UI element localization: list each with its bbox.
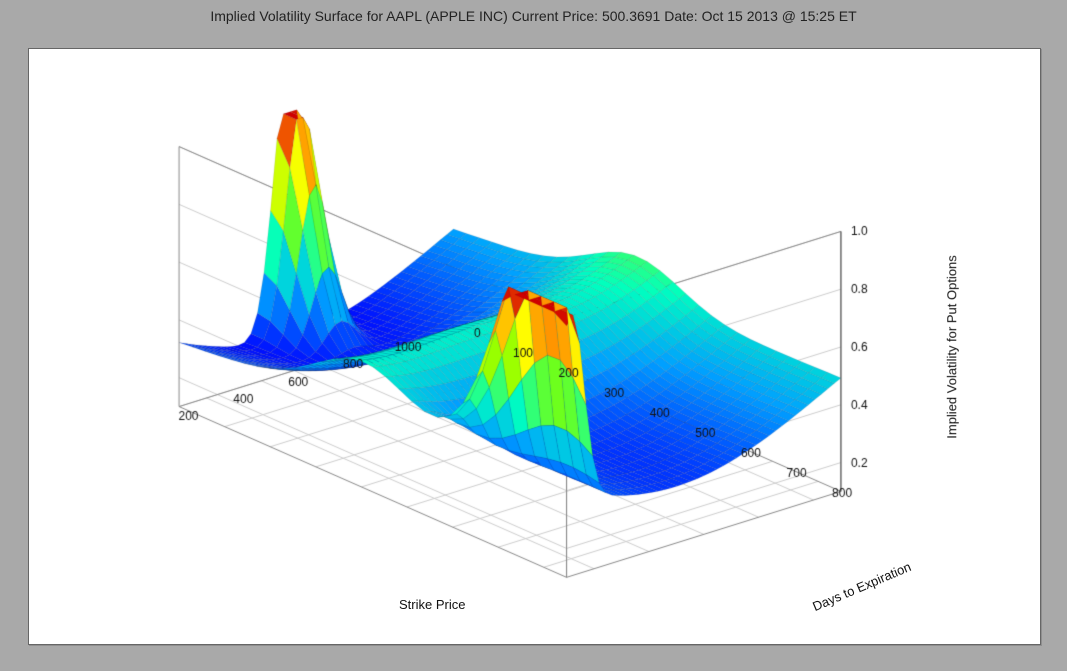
- figure-frame: Implied Volatility Surface for AAPL (APP…: [0, 0, 1067, 671]
- chart-title: Implied Volatility Surface for AAPL (APP…: [0, 8, 1067, 24]
- surface-canvas: [29, 49, 1040, 644]
- x-axis-label: Strike Price: [399, 597, 465, 612]
- plot-area: Implied Volatility for Put Options Strik…: [28, 48, 1041, 645]
- z-axis-label: Implied Volatility for Put Options: [945, 255, 960, 439]
